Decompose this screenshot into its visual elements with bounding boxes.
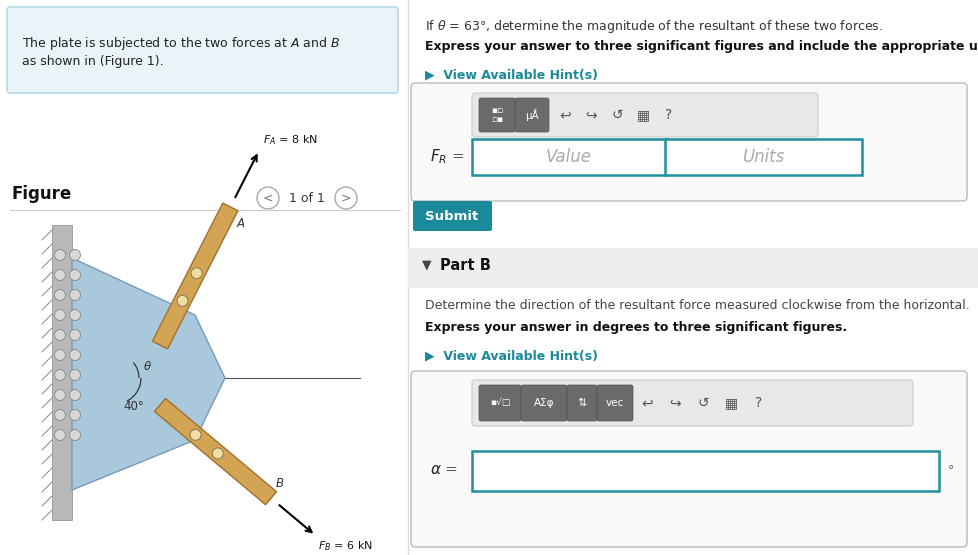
Circle shape [69,290,80,300]
Circle shape [257,187,279,209]
Circle shape [69,390,80,401]
Circle shape [55,270,66,280]
Circle shape [69,410,80,421]
Circle shape [177,295,188,306]
Bar [408,248,978,288]
Circle shape [69,250,80,260]
Text: ▶  View Available Hint(s): ▶ View Available Hint(s) [424,349,598,362]
Circle shape [69,330,80,341]
Circle shape [55,310,66,320]
FancyBboxPatch shape [478,385,520,421]
Text: If $\theta$ = 63°, determine the magnitude of the resultant of these two forces.: If $\theta$ = 63°, determine the magnitu… [424,18,882,35]
Circle shape [55,390,66,401]
Text: ⇅: ⇅ [577,398,586,408]
FancyBboxPatch shape [597,385,633,421]
Text: μÅ: μÅ [524,109,538,121]
Circle shape [55,330,66,341]
FancyBboxPatch shape [411,371,966,547]
Text: $F_B$ = 6 kN: $F_B$ = 6 kN [317,539,372,553]
FancyBboxPatch shape [664,139,861,175]
Text: ▦: ▦ [724,396,736,410]
FancyBboxPatch shape [566,385,597,421]
Text: Units: Units [741,148,783,166]
Text: $\theta$: $\theta$ [143,360,152,373]
FancyBboxPatch shape [471,93,818,137]
Text: $F_R$ =: $F_R$ = [429,148,465,166]
FancyBboxPatch shape [471,380,912,426]
Circle shape [55,290,66,300]
Text: Express your answer in degrees to three significant figures.: Express your answer in degrees to three … [424,321,846,334]
Text: °: ° [947,465,954,477]
Text: Value: Value [546,148,592,166]
Circle shape [69,270,80,280]
Text: ?: ? [665,108,672,122]
Text: ?: ? [755,396,762,410]
Bar [52,225,72,520]
Text: The plate is subjected to the two forces at $\mathit{A}$ and $\mathit{B}$: The plate is subjected to the two forces… [22,35,339,52]
Circle shape [190,430,200,440]
Text: vec: vec [605,398,624,408]
Circle shape [55,370,66,381]
Text: ▦: ▦ [636,108,648,122]
FancyBboxPatch shape [413,201,492,231]
Text: as shown in (Figure 1).: as shown in (Figure 1). [22,55,163,68]
Circle shape [334,187,357,209]
Circle shape [55,410,66,421]
Text: ↪: ↪ [669,396,680,410]
Text: Determine the direction of the resultant force measured clockwise from the horiz: Determine the direction of the resultant… [424,299,969,312]
Text: Part B: Part B [439,258,490,273]
Text: >: > [340,191,351,204]
Circle shape [69,350,80,361]
FancyBboxPatch shape [471,451,938,491]
Polygon shape [153,203,238,349]
Text: ▼: ▼ [422,259,431,271]
Text: ↺: ↺ [610,108,622,122]
Polygon shape [72,258,225,490]
FancyBboxPatch shape [7,7,398,93]
Text: <: < [262,191,273,204]
Circle shape [69,370,80,381]
Text: ↩: ↩ [641,396,652,410]
Text: $B$: $B$ [275,477,285,490]
Text: Figure: Figure [12,185,72,203]
Text: ↺: ↺ [696,396,708,410]
Text: 40°: 40° [123,400,144,413]
Text: ↪: ↪ [585,108,597,122]
Circle shape [55,430,66,441]
Circle shape [55,350,66,361]
Circle shape [191,268,201,279]
FancyBboxPatch shape [411,83,966,201]
Text: $\alpha$ =: $\alpha$ = [429,463,458,477]
Text: ▪√□: ▪√□ [489,398,510,407]
Text: ↩: ↩ [558,108,570,122]
Polygon shape [155,398,276,504]
Text: $F_A$ = 8 kN: $F_A$ = 8 kN [263,133,318,147]
FancyBboxPatch shape [471,139,666,175]
Text: ▪▫
▫▪: ▪▫ ▫▪ [490,107,503,124]
Text: $A$: $A$ [236,217,246,230]
FancyBboxPatch shape [520,385,566,421]
Circle shape [212,448,223,459]
Circle shape [69,310,80,320]
Text: Express your answer to three significant figures and include the appropriate uni: Express your answer to three significant… [424,40,978,53]
Text: Submit: Submit [424,209,478,223]
Text: ▶  View Available Hint(s): ▶ View Available Hint(s) [424,68,598,81]
Text: 1 of 1: 1 of 1 [289,191,325,204]
Circle shape [55,250,66,260]
FancyBboxPatch shape [478,98,514,132]
Circle shape [69,430,80,441]
Text: ΑΣφ: ΑΣφ [533,398,554,408]
FancyBboxPatch shape [514,98,549,132]
